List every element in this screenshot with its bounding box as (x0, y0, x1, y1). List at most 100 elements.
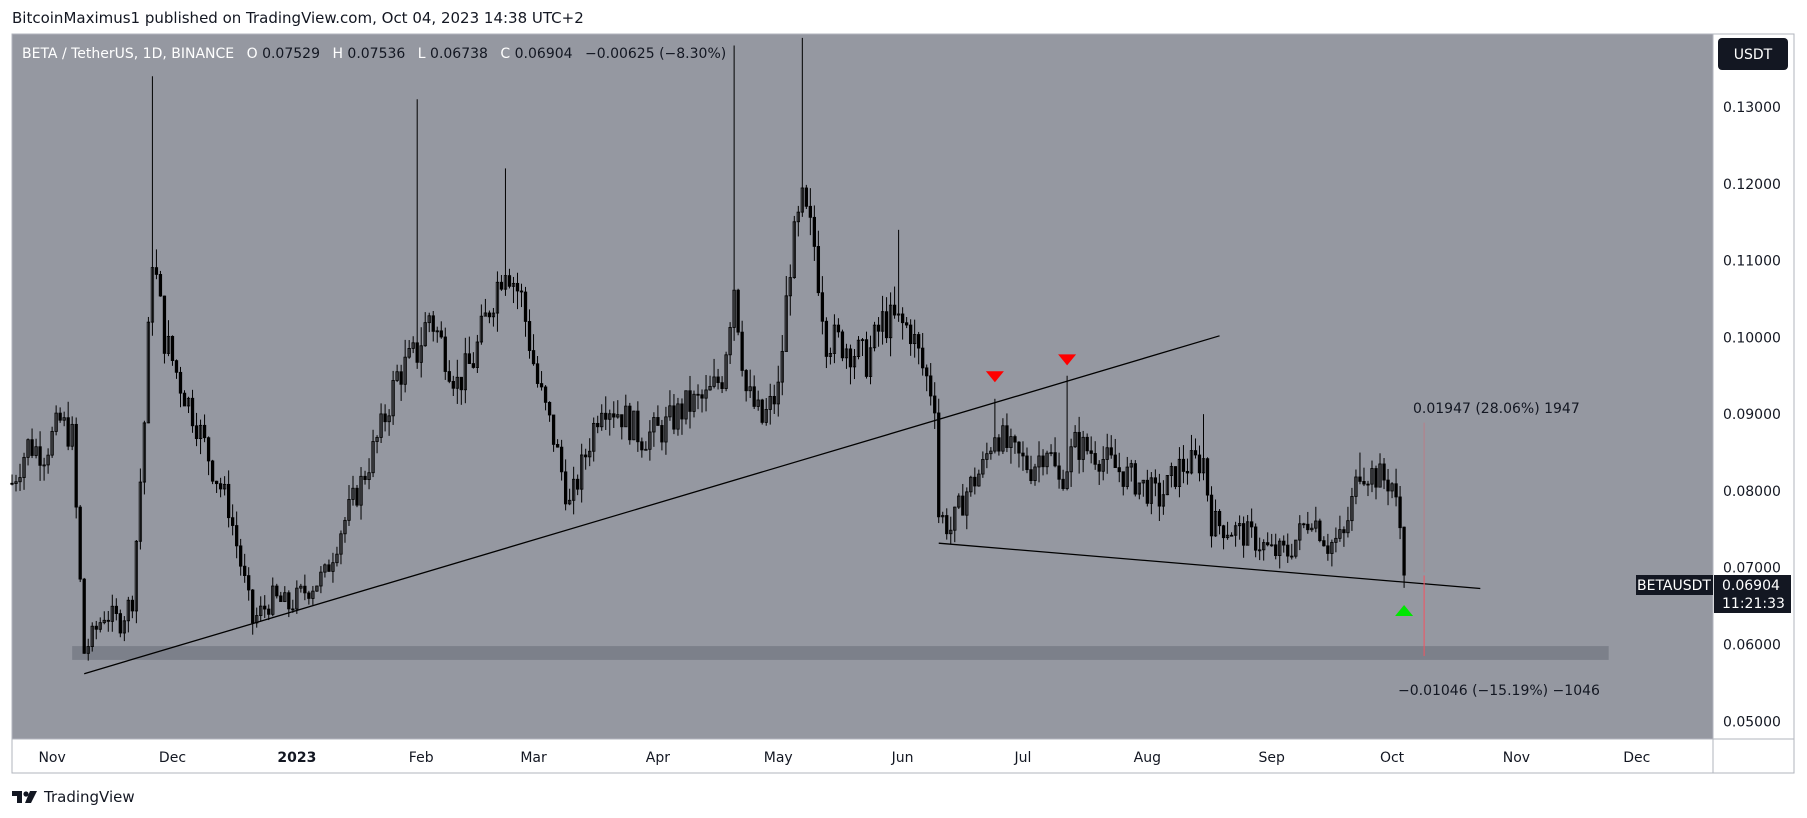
candle (1262, 539, 1266, 561)
candle (904, 317, 909, 329)
candle (1358, 452, 1362, 485)
candle (10, 474, 14, 486)
candle (1286, 533, 1290, 563)
candle (279, 591, 283, 603)
y-tick-label: 0.10000 (1723, 330, 1781, 346)
descending-support-trendline[interactable] (938, 542, 1481, 590)
candle (852, 349, 857, 380)
candle (226, 470, 231, 528)
candle (832, 314, 837, 364)
legend-close: 0.06904 (515, 46, 573, 62)
candle (102, 611, 106, 625)
candle (134, 539, 139, 624)
candle (150, 76, 155, 336)
candle (1169, 462, 1174, 488)
candle (1354, 469, 1358, 505)
currency-button-bg[interactable] (1718, 38, 1788, 70)
candle (146, 316, 151, 424)
candle (740, 320, 744, 377)
candle (471, 352, 475, 369)
x-tick-label: Oct (1380, 750, 1405, 766)
candle (812, 205, 817, 261)
candle (315, 585, 319, 592)
candle (1362, 467, 1366, 487)
currency-button-label[interactable]: USDT (1734, 47, 1773, 63)
candle (1390, 482, 1394, 499)
candle (443, 327, 447, 380)
candle (1322, 536, 1326, 547)
candle (692, 390, 696, 418)
candle (182, 390, 187, 407)
candle (1318, 518, 1322, 543)
candle (640, 437, 644, 458)
y-tick-label: 0.06000 (1723, 638, 1781, 654)
plot-background (12, 34, 1713, 739)
candle (1061, 469, 1065, 491)
candle (1089, 436, 1093, 464)
x-tick-label: Feb (409, 750, 434, 766)
candle (1241, 516, 1246, 558)
candle (1233, 521, 1238, 547)
candle (1109, 435, 1113, 459)
candle (46, 448, 50, 474)
candle (1310, 523, 1314, 532)
candle (1173, 466, 1178, 490)
candle (1045, 450, 1049, 475)
candle (30, 428, 34, 459)
ascending-support-trendline[interactable] (84, 335, 1220, 675)
candle (1213, 499, 1218, 537)
tradingview-brand[interactable]: TradingView (12, 787, 135, 807)
candle (62, 411, 66, 427)
currency-button[interactable]: USDT (1718, 38, 1788, 70)
candle (483, 298, 488, 317)
candle (86, 638, 90, 661)
candle (343, 516, 347, 543)
candle (977, 469, 981, 487)
candle (1125, 456, 1129, 490)
x-tick-label: May (764, 750, 793, 766)
candle (1081, 430, 1085, 473)
candle (572, 466, 576, 515)
candle (1197, 445, 1202, 482)
candle (989, 447, 993, 460)
candle (335, 546, 339, 567)
candle (929, 363, 933, 406)
candle (792, 215, 796, 279)
candle (1185, 458, 1190, 485)
x-tick-label: Apr (646, 750, 670, 766)
candle (1021, 441, 1025, 471)
candle (1374, 465, 1378, 500)
candle (495, 271, 500, 332)
candle (660, 419, 664, 451)
candle (114, 598, 118, 621)
candle (1217, 509, 1222, 535)
candle (1057, 452, 1061, 489)
candle (720, 376, 724, 394)
candle (1177, 447, 1182, 498)
candle (319, 566, 323, 594)
candle (551, 414, 556, 452)
candle (291, 599, 295, 613)
candle (672, 394, 676, 435)
candle (243, 553, 247, 583)
candle (608, 409, 612, 436)
candle (1181, 445, 1186, 484)
candle (836, 318, 841, 338)
candle (668, 390, 672, 421)
candle (900, 307, 905, 340)
legend-symbol: BETA / TetherUS, 1D, BINANCE (22, 46, 234, 62)
candle (1326, 533, 1330, 561)
candle (1398, 486, 1402, 540)
x-tick-label: Jun (891, 750, 914, 766)
candle (38, 431, 42, 481)
candle (327, 559, 331, 572)
candle (768, 383, 772, 425)
candle (50, 426, 54, 458)
support-band (72, 646, 1609, 660)
candle (840, 329, 845, 362)
legend-open-label: O (247, 46, 258, 62)
candle (499, 274, 504, 291)
candle (311, 585, 315, 605)
candle (1025, 447, 1029, 474)
